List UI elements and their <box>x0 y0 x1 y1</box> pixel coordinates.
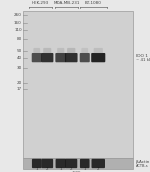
Text: β-Actin: β-Actin <box>136 160 150 164</box>
FancyBboxPatch shape <box>43 48 51 54</box>
FancyBboxPatch shape <box>41 159 53 168</box>
Text: 110: 110 <box>14 28 22 32</box>
Bar <box>23 11 133 158</box>
FancyBboxPatch shape <box>32 53 42 62</box>
Text: 1: 1 <box>84 167 86 171</box>
Text: 30: 30 <box>16 66 22 70</box>
Text: IDO 1: IDO 1 <box>136 54 148 58</box>
Text: MDA-MB-231: MDA-MB-231 <box>53 1 80 5</box>
Text: 17: 17 <box>17 87 22 92</box>
FancyBboxPatch shape <box>41 53 53 62</box>
Text: ACTB-s: ACTB-s <box>72 171 84 172</box>
Text: 2: 2 <box>70 167 73 171</box>
Text: 260: 260 <box>14 13 22 17</box>
Text: 80: 80 <box>16 37 22 41</box>
FancyBboxPatch shape <box>32 159 42 168</box>
Bar <box>23 158 133 169</box>
Text: 1: 1 <box>60 167 62 171</box>
FancyBboxPatch shape <box>56 159 66 168</box>
Text: 160: 160 <box>14 21 22 25</box>
Text: 50: 50 <box>16 49 22 53</box>
FancyBboxPatch shape <box>92 159 105 168</box>
FancyBboxPatch shape <box>81 48 88 54</box>
FancyBboxPatch shape <box>80 53 90 62</box>
FancyBboxPatch shape <box>67 48 75 54</box>
FancyBboxPatch shape <box>80 159 90 168</box>
Text: BT-1080: BT-1080 <box>85 1 102 5</box>
Text: 20: 20 <box>16 80 22 85</box>
Text: ACTB-s: ACTB-s <box>136 164 148 168</box>
Text: 1: 1 <box>36 167 38 171</box>
Text: 2: 2 <box>46 167 49 171</box>
Text: ~ 41 kDa: ~ 41 kDa <box>136 58 150 62</box>
FancyBboxPatch shape <box>91 53 105 62</box>
Text: 2: 2 <box>97 167 100 171</box>
Text: 40: 40 <box>17 56 22 60</box>
Text: HEK-293: HEK-293 <box>32 1 49 5</box>
FancyBboxPatch shape <box>65 53 78 62</box>
FancyBboxPatch shape <box>65 159 77 168</box>
FancyBboxPatch shape <box>94 48 103 54</box>
FancyBboxPatch shape <box>57 48 64 54</box>
FancyBboxPatch shape <box>33 48 40 54</box>
FancyBboxPatch shape <box>55 53 66 62</box>
